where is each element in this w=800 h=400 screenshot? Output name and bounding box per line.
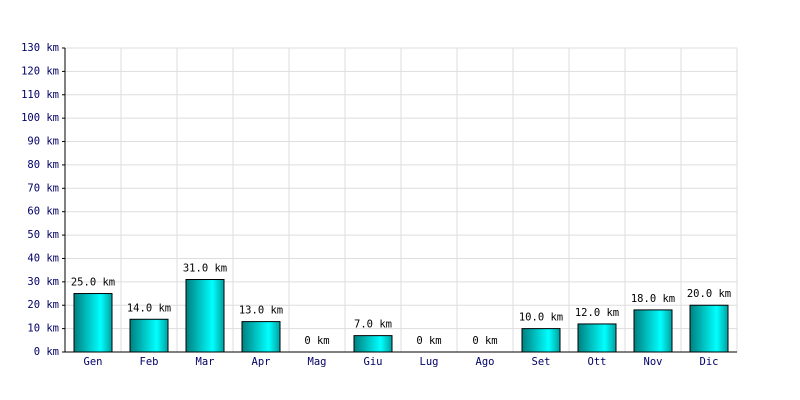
- y-tick-label: 120 km: [21, 65, 59, 77]
- bar: [577, 323, 617, 353]
- x-tick-label: Gen: [84, 356, 103, 368]
- y-tick-label: 90 km: [27, 136, 59, 148]
- y-tick-label: 110 km: [21, 89, 59, 101]
- bar: [521, 328, 561, 353]
- y-tick-label: 50 km: [27, 229, 59, 241]
- x-tick-label: Set: [532, 356, 551, 368]
- y-tick-label: 40 km: [27, 252, 59, 264]
- x-tick-label: Mag: [308, 356, 327, 368]
- y-tick-label: 80 km: [27, 159, 59, 171]
- value-label: 25.0 km: [71, 277, 115, 289]
- y-tick-label: 100 km: [21, 112, 59, 124]
- x-tick-label: Apr: [252, 356, 271, 368]
- x-tick-label: Nov: [644, 356, 663, 368]
- bar: [129, 318, 169, 353]
- value-label: 12.0 km: [575, 307, 619, 319]
- value-label: 18.0 km: [631, 293, 675, 305]
- value-label: 0 km: [416, 335, 441, 347]
- x-tick-label: Dic: [700, 356, 719, 368]
- value-label: 7.0 km: [354, 319, 392, 331]
- y-tick-label: 30 km: [27, 276, 59, 288]
- bar: [73, 293, 113, 353]
- x-tick-label: Lug: [420, 356, 439, 368]
- value-label: 20.0 km: [687, 288, 731, 300]
- bar: [689, 304, 729, 353]
- y-tick-label: 60 km: [27, 206, 59, 218]
- value-label: 14.0 km: [127, 302, 171, 314]
- y-tick-label: 70 km: [27, 182, 59, 194]
- y-tick-label: 0 km: [34, 346, 59, 358]
- bar: [185, 279, 225, 353]
- value-label: 10.0 km: [519, 312, 563, 324]
- value-label: 0 km: [472, 335, 497, 347]
- x-tick-label: Ott: [588, 356, 607, 368]
- bar: [633, 309, 673, 353]
- bar: [353, 335, 393, 353]
- x-tick-label: Feb: [140, 356, 159, 368]
- value-label: 13.0 km: [239, 305, 283, 317]
- x-tick-label: Ago: [476, 356, 495, 368]
- bar: [241, 321, 281, 353]
- y-tick-label: 130 km: [21, 42, 59, 54]
- y-tick-label: 20 km: [27, 299, 59, 311]
- y-tick-label: 10 km: [27, 323, 59, 335]
- x-tick-label: Mar: [196, 356, 215, 368]
- value-label: 0 km: [304, 335, 329, 347]
- x-tick-label: Giu: [364, 356, 383, 368]
- value-label: 31.0 km: [183, 263, 227, 275]
